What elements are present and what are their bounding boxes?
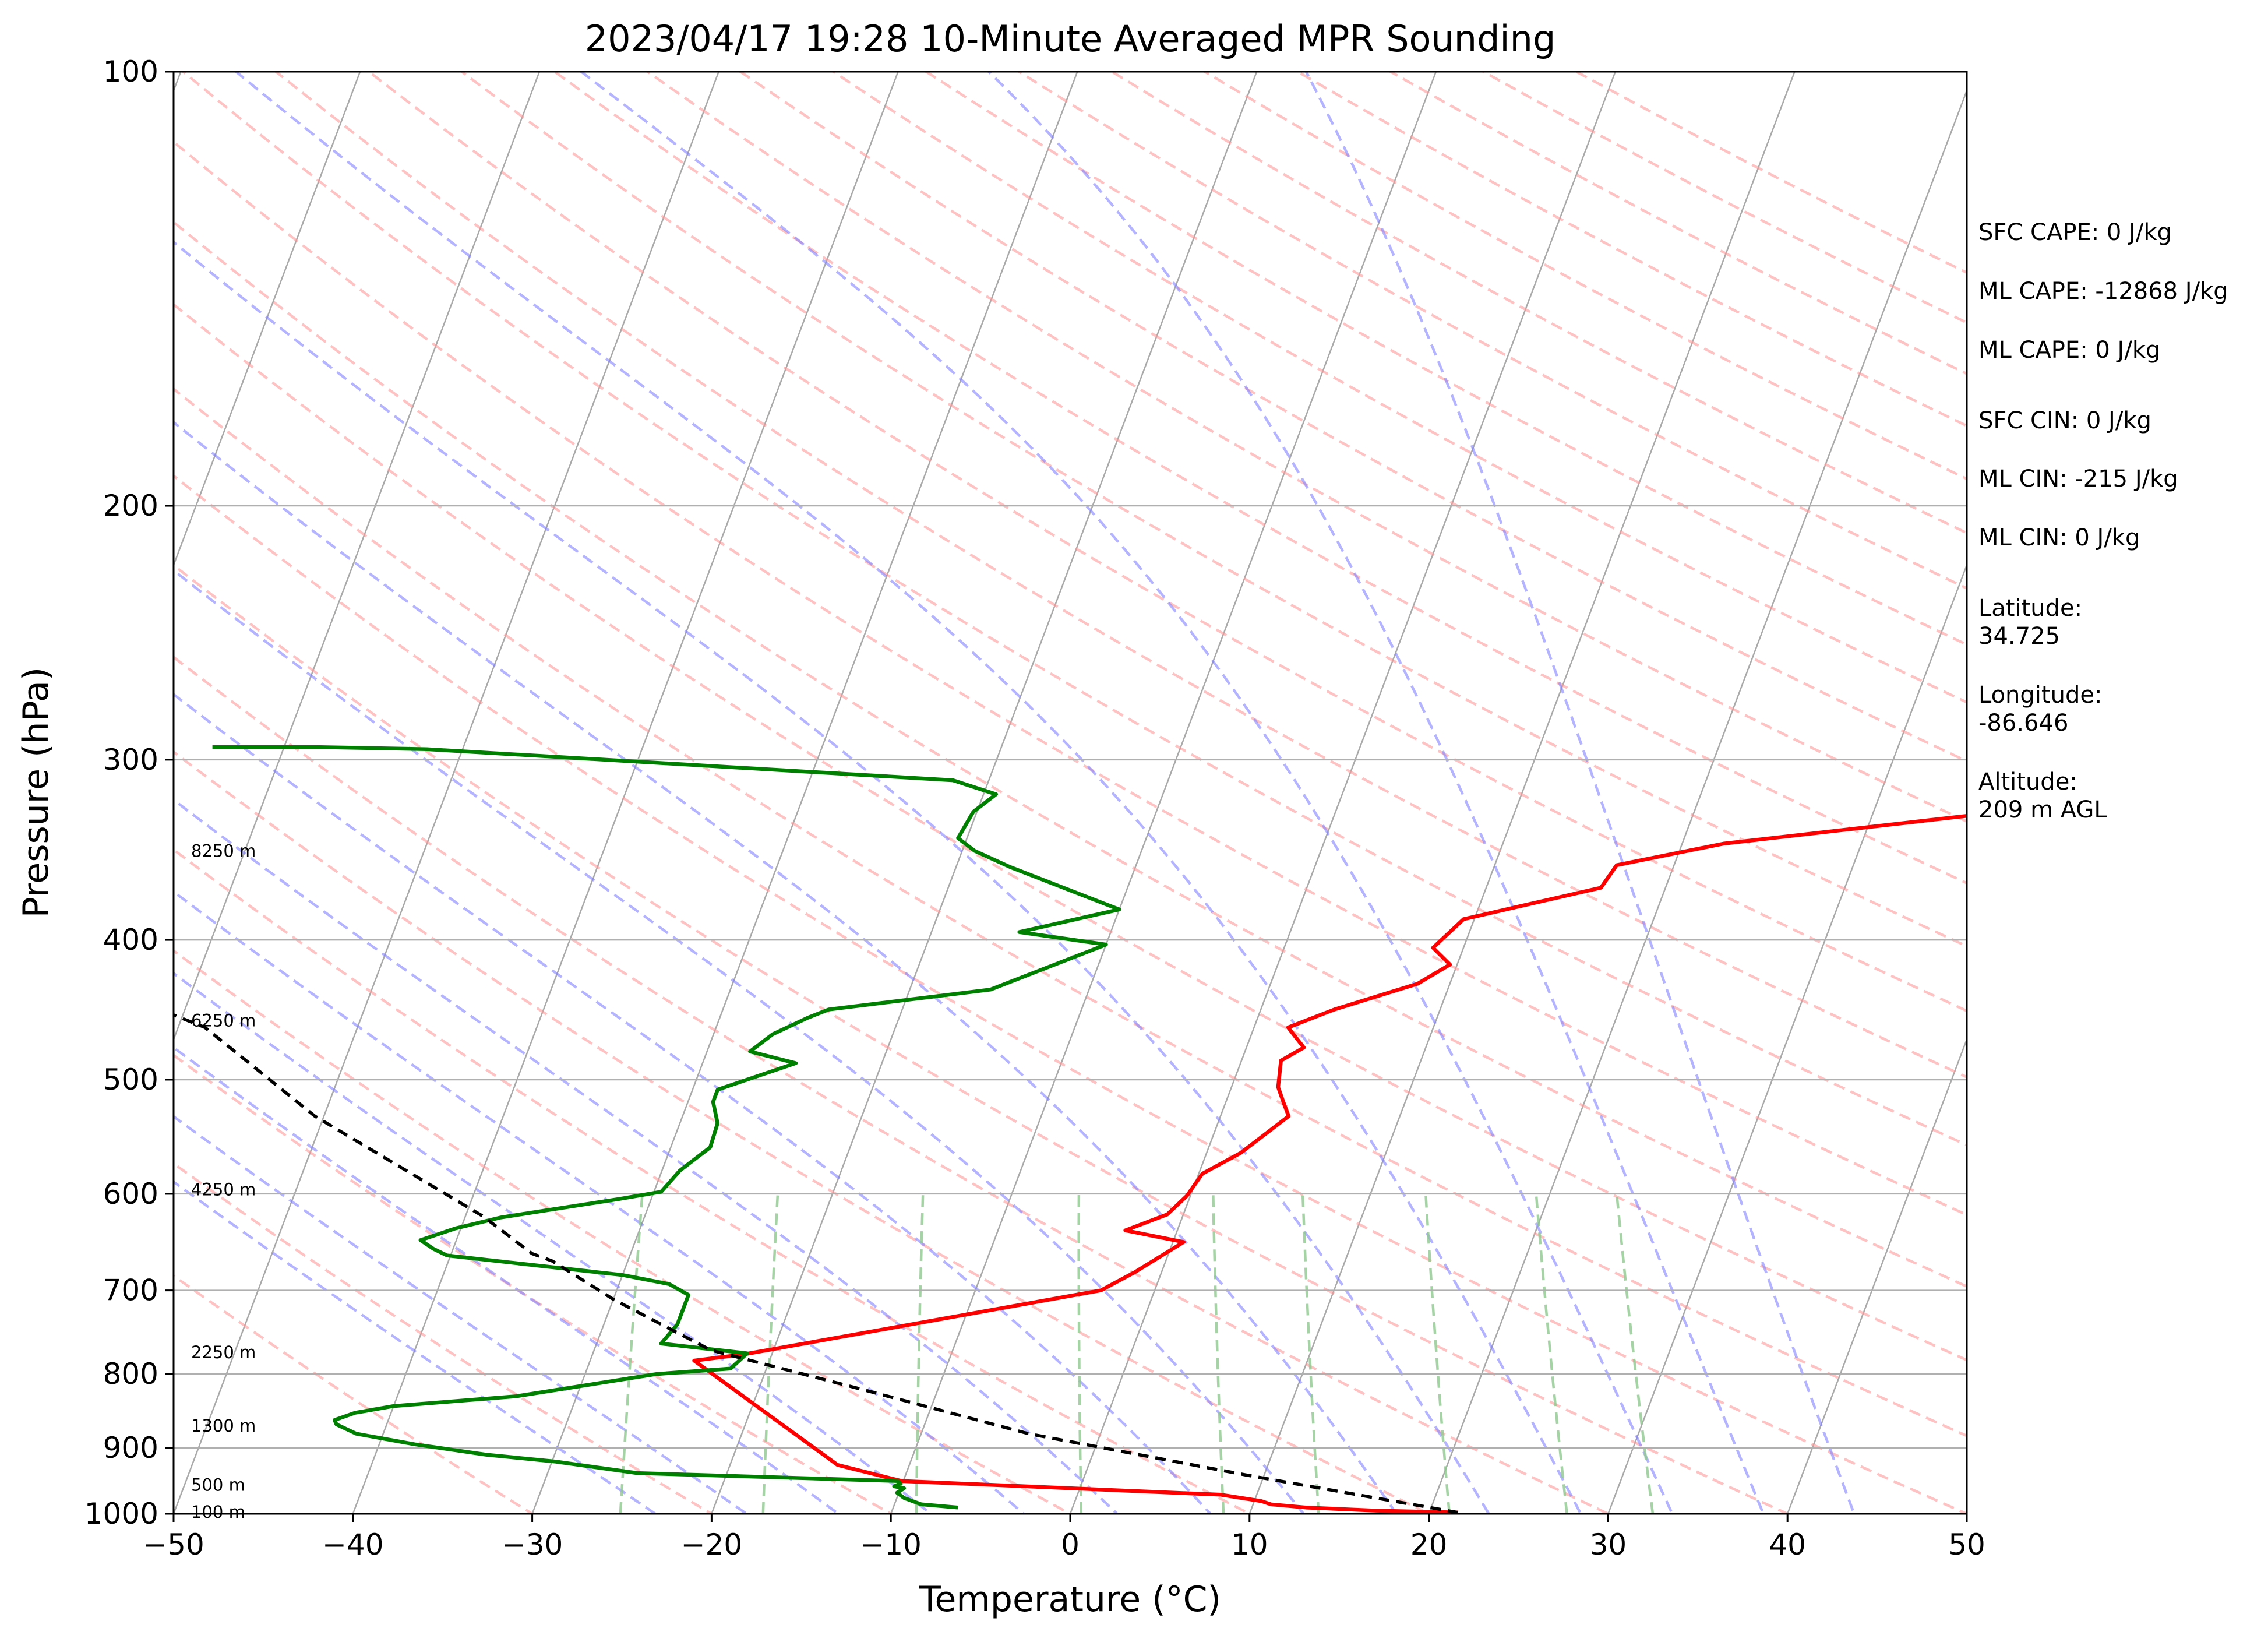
mixing-ratio-line (1077, 1193, 1083, 1514)
dry-adiabat-line (174, 387, 1967, 1437)
y-axis-label: Pressure (hPa) (16, 667, 57, 918)
y-axis: 100 200 300 400 500 600 700 800 900 1000 (84, 55, 174, 1531)
x-tick-label: −30 (502, 1528, 563, 1562)
moist-adiabat-line (234, 72, 1582, 1514)
moist-adiabat-line (986, 72, 1765, 1514)
dry-adiabat-line (274, 72, 1967, 1079)
moist-adiabat-line (174, 798, 1119, 1514)
info-line: ML CIN: 0 J/kg (1978, 524, 2140, 551)
y-tick-label: 900 (103, 1431, 158, 1465)
x-tick-label: −20 (681, 1528, 743, 1562)
background-lines (174, 72, 1967, 1514)
x-tick-label: −10 (860, 1528, 922, 1562)
dry-adiabat-line (174, 302, 1967, 1362)
dry-adiabat-line (174, 140, 1967, 1217)
isotherm-line (174, 72, 720, 1514)
height-labels: 8250 m 6250 m 4250 m 2250 m 1300 m 500 m 100 m (191, 841, 256, 1521)
isotherm-line (1786, 1037, 1967, 1514)
dry-adiabat-line (174, 1162, 714, 1514)
x-tick-label: 50 (1948, 1528, 1985, 1562)
isotherm-line (174, 72, 361, 568)
parcel-profile (174, 1013, 1459, 1514)
y-tick-label: 400 (103, 923, 158, 957)
info-line: ML CAPE: 0 J/kg (1978, 337, 2160, 364)
dry-adiabat-line (174, 474, 1967, 1514)
info-panel: SFC CAPE: 0 J/kg ML CAPE: -12868 J/kg ML C… (1978, 219, 2228, 823)
x-tick-label: −40 (322, 1528, 384, 1562)
mixing-ratio-line (915, 1193, 925, 1514)
moist-adiabat-line (174, 569, 1306, 1514)
info-line: SFC CIN: 0 J/kg (1978, 407, 2151, 434)
dry-adiabat-line (174, 655, 1611, 1514)
temperature-profile (692, 813, 1967, 1514)
x-tick-label: 30 (1590, 1528, 1627, 1562)
dewpoint-profile (212, 745, 1121, 1510)
dry-adiabat-line (174, 563, 1791, 1514)
mixing-ratio-line (761, 1193, 779, 1514)
y-tick-label: 1000 (84, 1497, 158, 1531)
dry-adiabat-line (174, 848, 1253, 1514)
profile-lines (174, 745, 1967, 1514)
mixing-ratio-line (1615, 1193, 1655, 1514)
height-label: 6250 m (191, 1011, 256, 1031)
height-label: 4250 m (191, 1180, 256, 1200)
x-tick-label: 40 (1769, 1528, 1806, 1562)
height-label: 8250 m (191, 841, 256, 861)
info-line: SFC CAPE: 0 J/kg (1978, 219, 2172, 246)
x-axis: −50 −40 −30 −20 −10 0 10 20 30 40 50 (143, 1514, 1985, 1562)
moist-adiabat-line (174, 971, 933, 1514)
dry-adiabat-line (174, 220, 1967, 1288)
dry-adiabat-line (174, 949, 1073, 1514)
y-tick-label: 600 (103, 1177, 158, 1211)
y-tick-label: 700 (103, 1274, 158, 1308)
moist-adiabat-line (174, 692, 1212, 1514)
info-line: ML CAPE: -12868 J/kg (1978, 278, 2228, 305)
info-line: ML CIN: -215 J/kg (1978, 466, 2178, 492)
isotherm-line (531, 72, 1078, 1514)
chart-title: 2023/04/17 19:28 10-Minute Averaged MPR … (585, 17, 1556, 60)
mixing-ratio-line (1424, 1193, 1451, 1514)
x-tick-label: 10 (1231, 1528, 1268, 1562)
isotherm-line (1607, 563, 1967, 1514)
y-tick-label: 100 (103, 55, 158, 89)
dry-adiabat-line (181, 72, 1967, 1147)
dry-adiabat-line (738, 72, 1967, 763)
moist-adiabat-line (579, 72, 1674, 1514)
x-tick-label: 20 (1410, 1528, 1448, 1562)
isotherm-line (1428, 89, 1967, 1514)
moist-adiabat-line (174, 240, 1491, 1514)
info-line: Longitude: -86.646 (1978, 682, 2102, 737)
height-label: 500 m (191, 1475, 245, 1495)
y-tick-label: 500 (103, 1063, 158, 1097)
y-tick-label: 800 (103, 1357, 158, 1391)
x-axis-label: Temperature (°C) (919, 1579, 1221, 1620)
isotherm-line (1069, 72, 1617, 1514)
isotherm-line (890, 72, 1437, 1514)
y-tick-label: 300 (103, 743, 158, 777)
info-line: Altitude: 209 m AGL (1978, 769, 2107, 823)
info-line: Latitude: 34.725 (1978, 595, 2082, 650)
moist-adiabat-line (174, 1180, 658, 1514)
y-tick-label: 200 (103, 489, 158, 523)
dry-adiabat-line (831, 72, 1967, 704)
moist-adiabat-line (1304, 72, 1856, 1514)
mixing-ratio-line (1301, 1193, 1320, 1514)
mixing-ratio-line (1212, 1193, 1225, 1514)
height-label: 2250 m (191, 1342, 256, 1362)
height-label: 1300 m (191, 1416, 256, 1436)
isotherm-line (352, 72, 899, 1514)
x-tick-label: 0 (1061, 1528, 1080, 1562)
mixing-ratio-line (1535, 1193, 1568, 1514)
isotherm-line (174, 72, 541, 1042)
dry-adiabat-line (174, 750, 1432, 1514)
height-label: 100 m (191, 1502, 245, 1522)
x-tick-label: −50 (143, 1528, 204, 1562)
